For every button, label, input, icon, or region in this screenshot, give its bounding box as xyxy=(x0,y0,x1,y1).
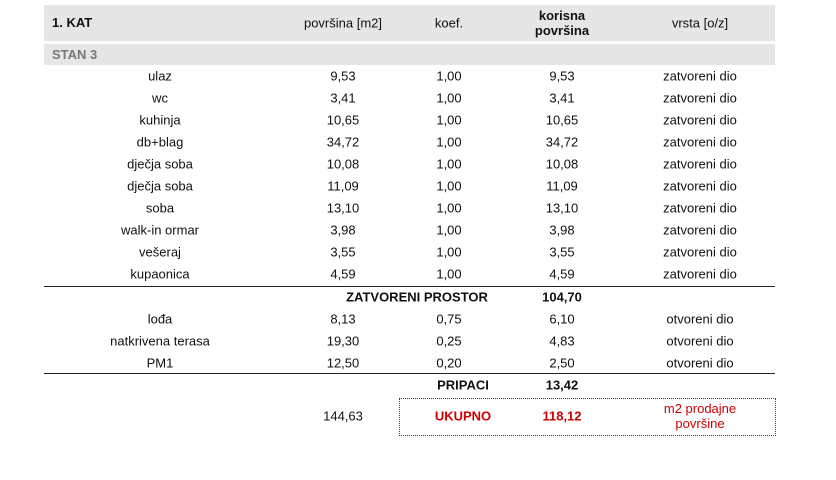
header-title: 1. KAT xyxy=(52,15,93,30)
total-label: UKUPNO xyxy=(434,408,492,424)
rule xyxy=(44,286,775,287)
column-header: vrsta [o/z] xyxy=(671,15,729,31)
usable-area: 3,98 xyxy=(549,222,575,238)
coefficient: 1,00 xyxy=(436,134,462,150)
type: zatvoreni dio xyxy=(663,90,737,106)
subtotal-value: 104,70 xyxy=(542,289,582,305)
room-name: walk-in ormar xyxy=(120,222,200,238)
area: 34,72 xyxy=(326,134,360,150)
type: otvoreni dio xyxy=(666,311,734,327)
type: zatvoreni dio xyxy=(663,134,737,150)
type: zatvoreni dio xyxy=(663,244,737,260)
room-name: lođa xyxy=(147,311,173,327)
area: 10,08 xyxy=(326,156,360,172)
room-name: dječja soba xyxy=(127,178,193,194)
room-name: wc xyxy=(152,90,168,106)
room-name: kuhinja xyxy=(139,112,181,128)
area: 3,98 xyxy=(330,222,356,238)
area: 12,50 xyxy=(326,355,360,371)
usable-area: 10,65 xyxy=(545,112,579,128)
coefficient: 1,00 xyxy=(436,156,462,172)
header-bar xyxy=(44,5,775,41)
room-name: soba xyxy=(145,200,175,216)
usable-area: 3,41 xyxy=(549,90,575,106)
area: 3,41 xyxy=(330,90,356,106)
usable-area: 11,09 xyxy=(546,178,578,194)
type: zatvoreni dio xyxy=(663,266,737,282)
subtotal-label: PRIPACI xyxy=(437,377,489,393)
room-name: dječja soba xyxy=(127,156,193,172)
total-area: 144,63 xyxy=(323,408,363,424)
type: otvoreni dio xyxy=(666,355,734,371)
area: 8,13 xyxy=(330,311,356,327)
area: 10,65 xyxy=(326,112,360,128)
total-note: m2 prodajne površine xyxy=(663,401,737,431)
type: otvoreni dio xyxy=(666,333,734,349)
area: 19,30 xyxy=(326,333,360,349)
type: zatvoreni dio xyxy=(663,112,737,128)
type: zatvoreni dio xyxy=(663,156,737,172)
coefficient: 1,00 xyxy=(436,222,462,238)
subtotal-value: 13,42 xyxy=(545,377,579,393)
area: 9,53 xyxy=(330,68,356,84)
usable-area: 10,08 xyxy=(545,156,579,172)
usable-area: 9,53 xyxy=(549,68,575,84)
total-box xyxy=(399,398,776,436)
coefficient: 0,25 xyxy=(436,333,462,349)
usable-area: 34,72 xyxy=(545,134,579,150)
room-name: vešeraj xyxy=(139,244,181,260)
room-name: ulaz xyxy=(148,68,172,84)
usable-area: 13,10 xyxy=(545,200,579,216)
coefficient: 1,00 xyxy=(436,266,462,282)
section-title: STAN 3 xyxy=(52,47,98,62)
usable-area: 4,59 xyxy=(549,266,575,282)
area: 11,09 xyxy=(327,178,359,194)
usable-area: 2,50 xyxy=(549,355,575,371)
type: zatvoreni dio xyxy=(663,68,737,84)
type: zatvoreni dio xyxy=(663,222,737,238)
rule xyxy=(44,373,775,374)
coefficient: 1,00 xyxy=(436,68,462,84)
usable-area: 6,10 xyxy=(549,311,575,327)
total-value: 118,12 xyxy=(542,408,582,424)
type: zatvoreni dio xyxy=(663,200,737,216)
coefficient: 1,00 xyxy=(436,90,462,106)
room-name: natkrivena terasa xyxy=(110,333,210,349)
column-header: površina [m2] xyxy=(303,15,383,31)
usable-area: 4,83 xyxy=(549,333,575,349)
subtotal-label: ZATVORENI PROSTOR xyxy=(346,289,488,305)
room-name: db+blag xyxy=(136,134,184,150)
area: 13,10 xyxy=(326,200,360,216)
type: zatvoreni dio xyxy=(663,178,737,194)
column-header: korisna površina xyxy=(534,8,590,38)
usable-area: 3,55 xyxy=(549,244,575,260)
coefficient: 1,00 xyxy=(436,178,462,194)
coefficient: 1,00 xyxy=(436,112,462,128)
room-name: kupaonica xyxy=(130,266,190,282)
area: 3,55 xyxy=(330,244,356,260)
coefficient: 0,75 xyxy=(436,311,462,327)
column-header: koef. xyxy=(434,15,464,31)
room-name: PM1 xyxy=(146,355,174,371)
coefficient: 1,00 xyxy=(436,200,462,216)
section-bar xyxy=(44,44,775,65)
area: 4,59 xyxy=(330,266,356,282)
coefficient: 1,00 xyxy=(436,244,462,260)
coefficient: 0,20 xyxy=(436,355,462,371)
